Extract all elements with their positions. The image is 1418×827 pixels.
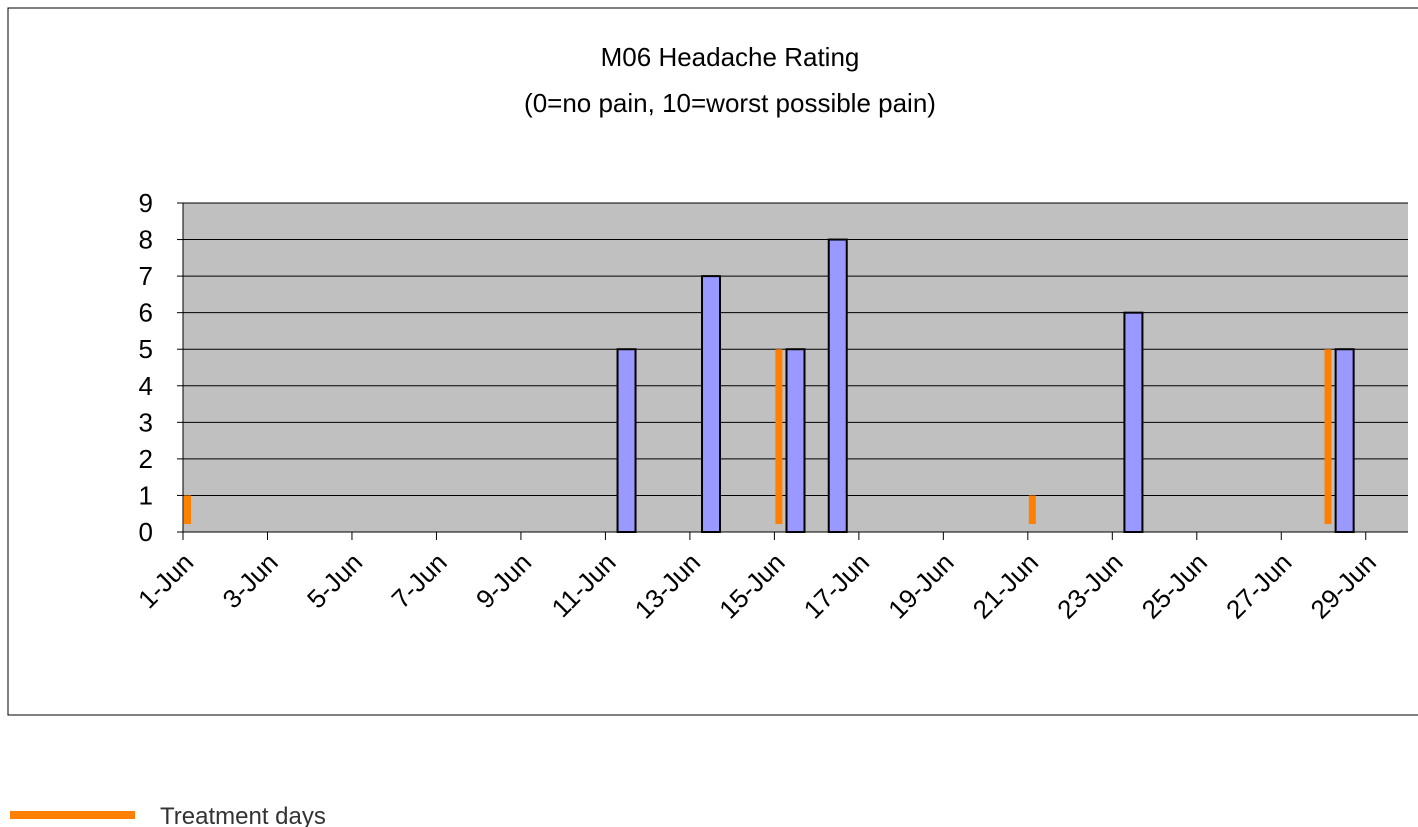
y-tick-label: 1 bbox=[139, 480, 153, 510]
bar bbox=[1334, 348, 1355, 533]
y-tick-label: 9 bbox=[139, 188, 153, 218]
bar bbox=[785, 348, 806, 533]
bar bbox=[827, 238, 848, 534]
y-tick-label: 5 bbox=[139, 334, 153, 364]
chart-title: M06 Headache Rating bbox=[601, 42, 860, 72]
legend-swatch bbox=[10, 811, 135, 819]
y-tick-label: 0 bbox=[139, 517, 153, 547]
y-tick-label: 7 bbox=[139, 261, 153, 291]
y-tick-label: 6 bbox=[139, 298, 153, 328]
legend-label: Treatment days bbox=[160, 803, 326, 827]
y-tick-label: 4 bbox=[139, 371, 153, 401]
y-tick-label: 3 bbox=[139, 407, 153, 437]
bar bbox=[616, 348, 637, 533]
y-tick-label: 8 bbox=[139, 225, 153, 255]
treatment-bar bbox=[184, 495, 191, 524]
treatment-bar bbox=[1324, 349, 1332, 524]
bar bbox=[701, 275, 722, 533]
y-tick-label: 2 bbox=[139, 444, 153, 474]
chart-subtitle: (0=no pain, 10=worst possible pain) bbox=[524, 88, 936, 118]
treatment-bar bbox=[775, 349, 783, 524]
treatment-bar bbox=[1028, 495, 1036, 524]
bar bbox=[1123, 311, 1144, 533]
